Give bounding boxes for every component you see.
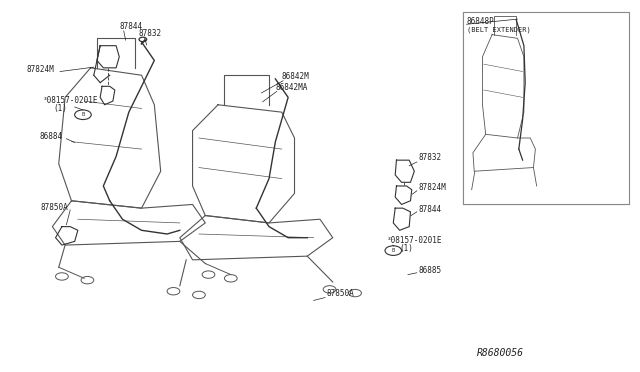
Text: 87824M: 87824M <box>27 64 54 74</box>
Bar <box>463 13 629 205</box>
Text: 87832: 87832 <box>419 153 442 162</box>
Text: 87844: 87844 <box>419 205 442 214</box>
Text: 87824M: 87824M <box>419 183 447 192</box>
Text: B: B <box>81 112 84 117</box>
Text: ³08157-0201E: ³08157-0201E <box>387 236 442 245</box>
Text: 86848P: 86848P <box>467 16 494 26</box>
Text: R8680056: R8680056 <box>477 348 524 358</box>
Text: B: B <box>392 248 395 253</box>
Text: 86842MA: 86842MA <box>275 83 308 92</box>
Text: (1): (1) <box>399 244 413 253</box>
Text: 87844: 87844 <box>119 22 142 31</box>
Text: (BELT EXTENDER): (BELT EXTENDER) <box>467 27 531 33</box>
Text: 87850A: 87850A <box>326 289 354 298</box>
Text: 87832: 87832 <box>138 29 161 38</box>
Text: (1): (1) <box>54 104 67 113</box>
Text: 86842M: 86842M <box>282 72 310 81</box>
Text: ³08157-0201E: ³08157-0201E <box>43 96 99 105</box>
Text: 87850A: 87850A <box>41 203 68 212</box>
Text: 86885: 86885 <box>419 266 442 275</box>
Text: 86884: 86884 <box>40 132 63 141</box>
